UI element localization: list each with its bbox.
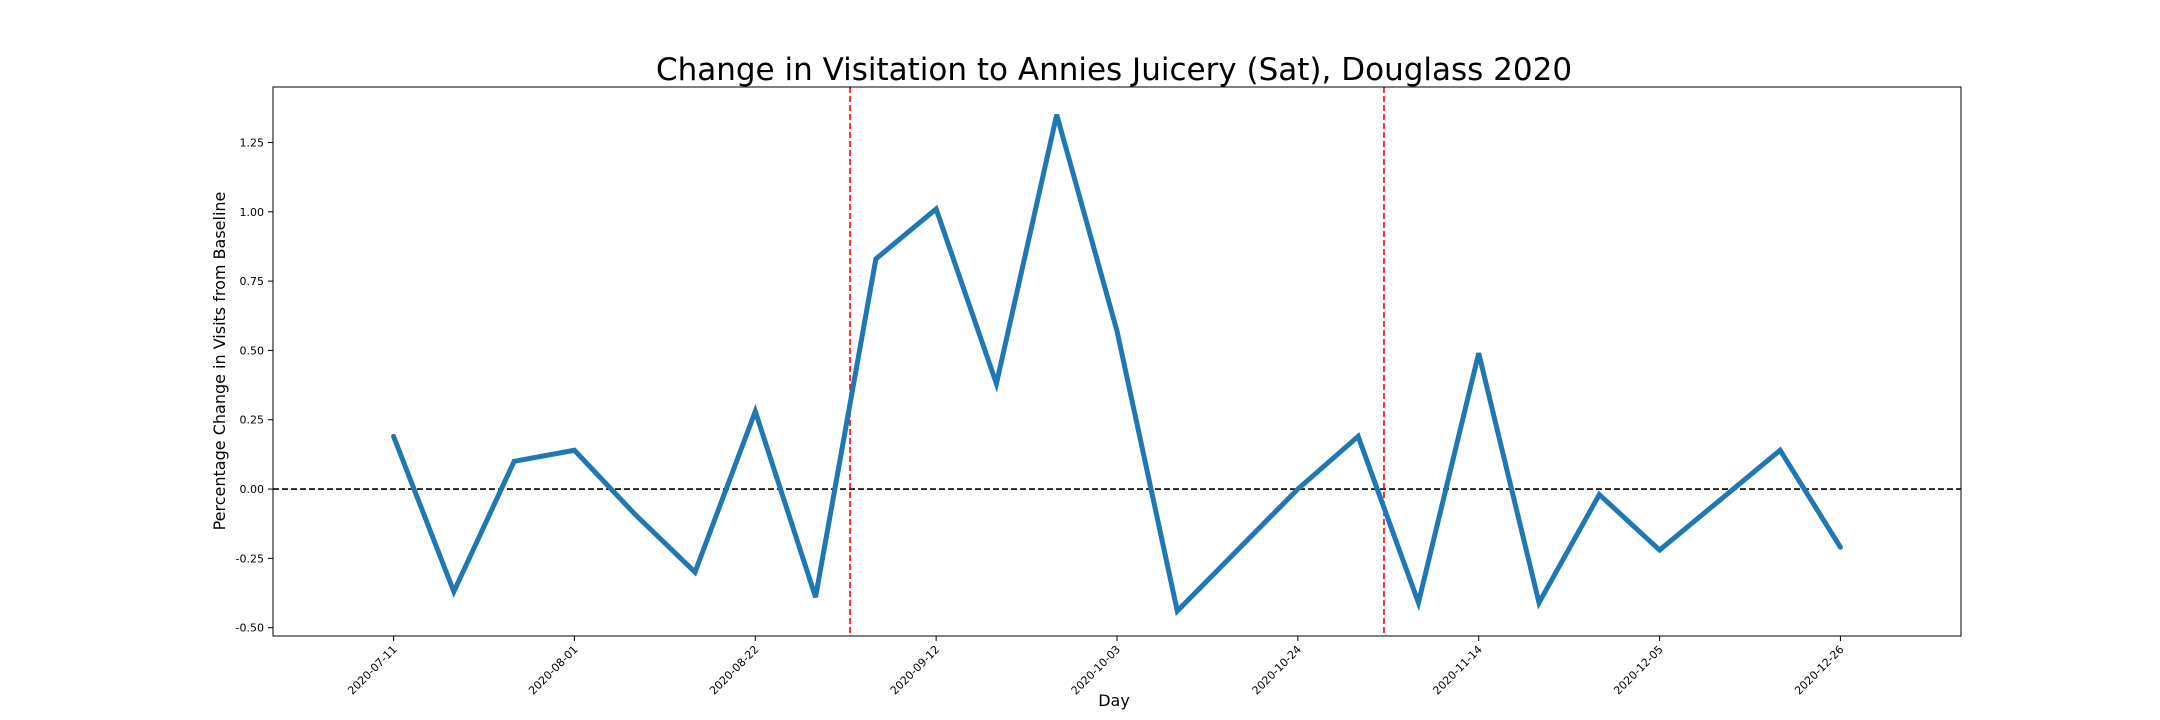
x-tick-label: 2020-09-12 — [888, 643, 942, 697]
y-tick-label: 0.50 — [240, 344, 265, 357]
y-tick-label: 0.25 — [240, 414, 265, 427]
plot-area: -0.50 -0.25 0.00 0.25 0.50 0.75 1.00 1.25 2020-0… — [236, 86, 1962, 697]
y-tick-label: 0.75 — [240, 275, 265, 288]
y-tick-label: -0.25 — [236, 552, 264, 565]
y-tick-label: 1.25 — [240, 136, 265, 149]
y-tick-label: -0.50 — [236, 622, 264, 635]
y-axis-label: Percentage Change in Visits from Baselin… — [210, 192, 229, 531]
x-tick-label: 2020-08-22 — [707, 643, 761, 697]
x-tick-label: 2020-08-01 — [526, 643, 580, 697]
y-tick-label: 1.00 — [240, 206, 265, 219]
x-tick-label: 2020-12-05 — [1611, 643, 1665, 697]
y-tick-label: 0.00 — [240, 483, 265, 496]
x-tick-label: 2020-11-14 — [1430, 643, 1484, 697]
chart-title: Change in Visitation to Annies Juicery (… — [656, 52, 1572, 88]
visits-series-line — [391, 114, 1843, 617]
x-tick-label: 2020-12-26 — [1792, 643, 1846, 697]
x-tick-label: 2020-10-24 — [1250, 643, 1304, 697]
x-axis-label: Day — [1098, 691, 1130, 710]
x-tick-label: 2020-10-03 — [1069, 643, 1123, 697]
x-tick-label: 2020-07-11 — [345, 643, 399, 697]
plot-frame — [272, 86, 1962, 637]
